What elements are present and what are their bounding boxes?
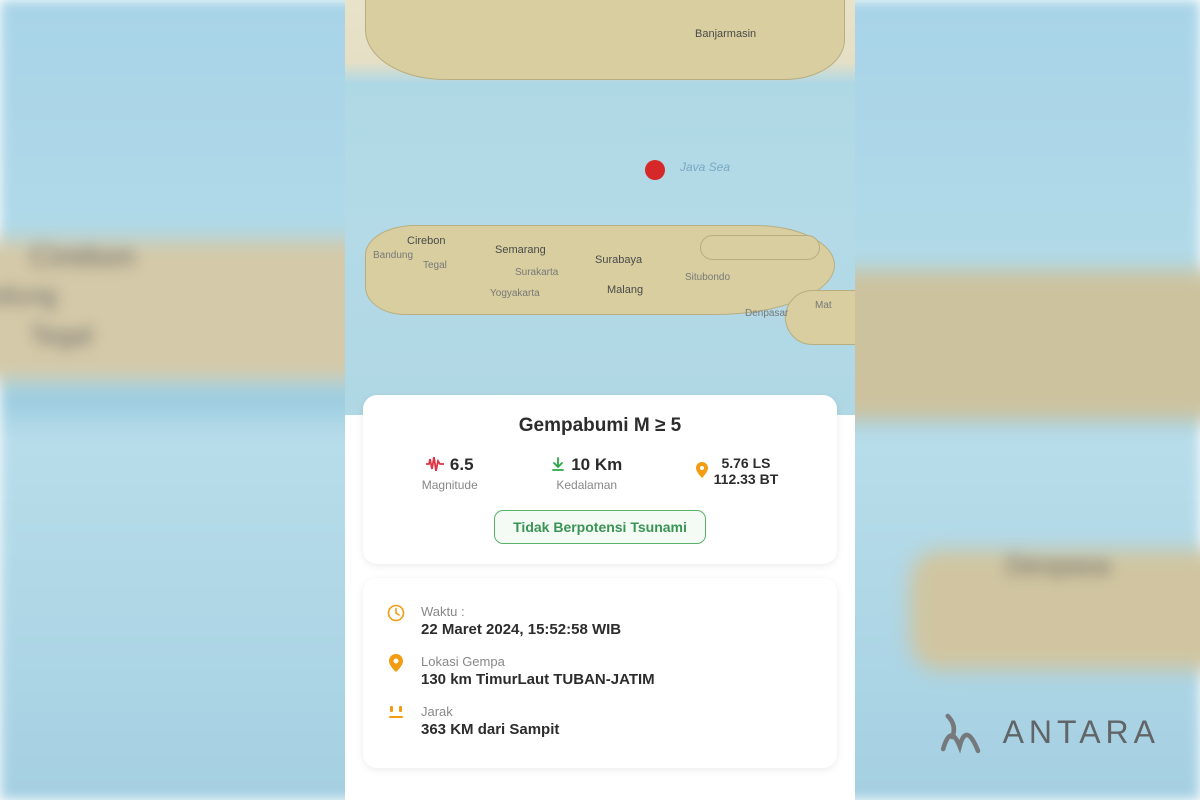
location-value: 130 km TimurLaut TUBAN-JATIM (421, 671, 815, 688)
city-yogyakarta: Yogyakarta (490, 288, 540, 299)
earthquake-details-card: Waktu : 22 Maret 2024, 15:52:58 WIB Loka… (363, 578, 837, 768)
tsunami-status-badge: Tidak Berpotensi Tsunami (494, 510, 706, 544)
longitude-value: 112.33 BT (714, 471, 779, 487)
info-cards-stack: Gempabumi M ≥ 5 6.5 Magnitude (363, 395, 837, 768)
city-malang: Malang (607, 284, 643, 296)
distance-label: Jarak (421, 704, 815, 719)
bg-city-label: andung (0, 280, 57, 311)
latitude-value: 5.76 LS (721, 455, 770, 471)
time-value: 22 Maret 2024, 15:52:58 WIB (421, 621, 815, 638)
time-label: Waktu : (421, 604, 815, 619)
magnitude-label: Magnitude (422, 478, 478, 492)
distance-icon (385, 704, 407, 725)
city-tegal: Tegal (423, 260, 447, 271)
stat-depth: 10 Km Kedalaman (551, 455, 622, 492)
bg-city-label: Cirebon (30, 240, 135, 274)
location-pin-icon (385, 654, 407, 677)
antara-watermark: ANTARA (934, 705, 1160, 760)
city-denpasar: Denpasar (745, 308, 788, 319)
landmass-bali (785, 290, 855, 345)
landmass-madura (700, 235, 820, 260)
magnitude-value: 6.5 (450, 455, 474, 475)
info-row-distance: Jarak 363 KM dari Sampit (385, 698, 815, 748)
city-surakarta: Surakarta (515, 267, 558, 278)
earthquake-map[interactable]: Java Sea Banjarmasin Cirebon Bandung Teg… (345, 0, 855, 415)
city-situbondo: Situbondo (685, 272, 730, 283)
depth-label: Kedalaman (556, 478, 617, 492)
sea-label-java: Java Sea (680, 160, 730, 174)
bg-city-label: Tegal (30, 320, 92, 351)
info-row-time: Waktu : 22 Maret 2024, 15:52:58 WIB (385, 598, 815, 648)
pin-icon (696, 462, 708, 481)
stat-magnitude: 6.5 Magnitude (422, 455, 478, 492)
earthquake-summary-card: Gempabumi M ≥ 5 6.5 Magnitude (363, 395, 837, 564)
city-surabaya: Surabaya (595, 254, 642, 266)
city-bandung: Bandung (373, 250, 413, 261)
location-label: Lokasi Gempa (421, 654, 815, 669)
depth-icon (551, 457, 565, 474)
epicenter-marker[interactable] (645, 160, 665, 180)
antara-logo-icon (934, 705, 989, 760)
city-mataram: Mat (815, 300, 832, 311)
info-row-location: Lokasi Gempa 130 km TimurLaut TUBAN-JATI… (385, 648, 815, 698)
watermark-text: ANTARA (1003, 714, 1160, 751)
clock-icon (385, 604, 407, 627)
city-semarang: Semarang (495, 244, 546, 256)
waveform-icon (426, 457, 444, 474)
landmass-kalimantan (365, 0, 845, 80)
bg-city-label: Denpasa (1006, 550, 1110, 581)
city-banjarmasin: Banjarmasin (695, 28, 756, 40)
card-title: Gempabumi M ≥ 5 (385, 415, 815, 437)
city-cirebon: Cirebon (407, 235, 446, 247)
depth-value: 10 Km (571, 455, 622, 475)
stats-row: 6.5 Magnitude 10 Km Kedalaman (385, 455, 815, 492)
stat-coords: 5.76 LS 112.33 BT (696, 455, 779, 492)
distance-value: 363 KM dari Sampit (421, 721, 815, 738)
phone-screenshot: Java Sea Banjarmasin Cirebon Bandung Teg… (345, 0, 855, 800)
